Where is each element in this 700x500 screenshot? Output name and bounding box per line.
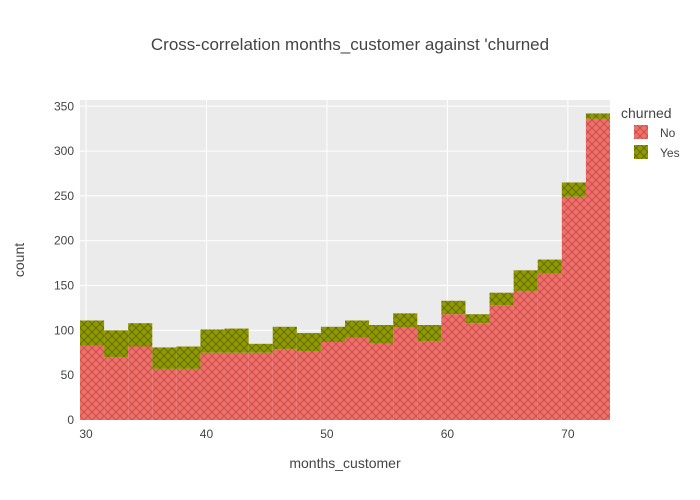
bar-no[interactable] bbox=[224, 352, 249, 420]
bar-yes[interactable] bbox=[200, 329, 225, 353]
bar-no[interactable] bbox=[200, 352, 225, 420]
y-tick-label: 300 bbox=[54, 144, 74, 158]
legend-swatch-no bbox=[634, 125, 648, 139]
y-tick-label: 150 bbox=[54, 279, 74, 293]
chart-title: Cross-correlation months_customer agains… bbox=[151, 35, 549, 54]
bar-yes[interactable] bbox=[417, 324, 442, 342]
x-ticks: 30 40 50 60 70 bbox=[79, 427, 574, 441]
bar-no[interactable] bbox=[176, 368, 201, 420]
bar-yes[interactable] bbox=[104, 330, 129, 358]
x-tick-label: 40 bbox=[200, 427, 214, 441]
bar-yes[interactable] bbox=[224, 328, 249, 353]
y-tick-label: 50 bbox=[61, 368, 75, 382]
y-tick-label: 350 bbox=[54, 99, 74, 113]
y-axis-title: count bbox=[11, 243, 27, 277]
x-tick-label: 50 bbox=[320, 427, 334, 441]
bar-yes[interactable] bbox=[128, 323, 153, 347]
bar-no[interactable] bbox=[369, 343, 394, 420]
bar-no[interactable] bbox=[417, 341, 442, 420]
bar-yes[interactable] bbox=[585, 113, 610, 119]
bar-yes[interactable] bbox=[489, 292, 514, 306]
x-tick-label: 60 bbox=[441, 427, 455, 441]
bar-no[interactable] bbox=[272, 349, 297, 420]
bar-yes[interactable] bbox=[176, 346, 201, 369]
bar-yes[interactable] bbox=[345, 320, 370, 338]
y-tick-label: 200 bbox=[54, 234, 74, 248]
bar-no[interactable] bbox=[537, 272, 562, 420]
bar-yes[interactable] bbox=[296, 333, 321, 351]
bar-no[interactable] bbox=[152, 368, 177, 420]
legend-label-yes: Yes bbox=[660, 146, 680, 160]
legend-item-yes[interactable]: Yes bbox=[634, 145, 680, 160]
y-ticks: 0 50 100 150 200 250 300 350 bbox=[54, 99, 74, 427]
bar-yes[interactable] bbox=[393, 313, 418, 328]
bar-no[interactable] bbox=[104, 357, 129, 420]
bar-yes[interactable] bbox=[537, 259, 562, 273]
bar-no[interactable] bbox=[128, 346, 153, 420]
bars bbox=[80, 113, 610, 420]
bar-yes[interactable] bbox=[80, 320, 105, 346]
bar-yes[interactable] bbox=[465, 314, 490, 324]
bar-no[interactable] bbox=[320, 342, 345, 420]
bar-no[interactable] bbox=[345, 337, 370, 420]
bar-no[interactable] bbox=[513, 290, 538, 420]
bar-yes[interactable] bbox=[441, 300, 466, 315]
y-tick-label: 250 bbox=[54, 189, 74, 203]
bar-yes[interactable] bbox=[152, 347, 177, 369]
bar-yes[interactable] bbox=[272, 326, 297, 350]
bar-no[interactable] bbox=[80, 345, 105, 420]
bar-no[interactable] bbox=[393, 327, 418, 420]
y-tick-label: 100 bbox=[54, 323, 74, 337]
bar-no[interactable] bbox=[465, 323, 490, 420]
bar-yes[interactable] bbox=[513, 270, 538, 291]
bar-no[interactable] bbox=[248, 352, 273, 420]
bar-no[interactable] bbox=[585, 118, 610, 420]
x-axis-title: months_customer bbox=[289, 455, 401, 471]
legend-item-no[interactable]: No bbox=[634, 125, 676, 140]
bar-yes[interactable] bbox=[561, 182, 586, 197]
x-tick-label: 30 bbox=[79, 427, 93, 441]
legend-swatch-yes bbox=[634, 145, 648, 159]
y-tick-label: 0 bbox=[67, 413, 74, 427]
bar-no[interactable] bbox=[489, 305, 514, 420]
legend-title: churned bbox=[621, 105, 672, 121]
bar-yes[interactable] bbox=[248, 343, 273, 353]
x-tick-label: 70 bbox=[561, 427, 575, 441]
bar-yes[interactable] bbox=[320, 326, 345, 343]
bar-no[interactable] bbox=[296, 350, 321, 420]
legend-label-no: No bbox=[660, 126, 676, 140]
bar-no[interactable] bbox=[561, 196, 586, 420]
bar-no[interactable] bbox=[441, 314, 466, 420]
bar-yes[interactable] bbox=[369, 324, 394, 344]
